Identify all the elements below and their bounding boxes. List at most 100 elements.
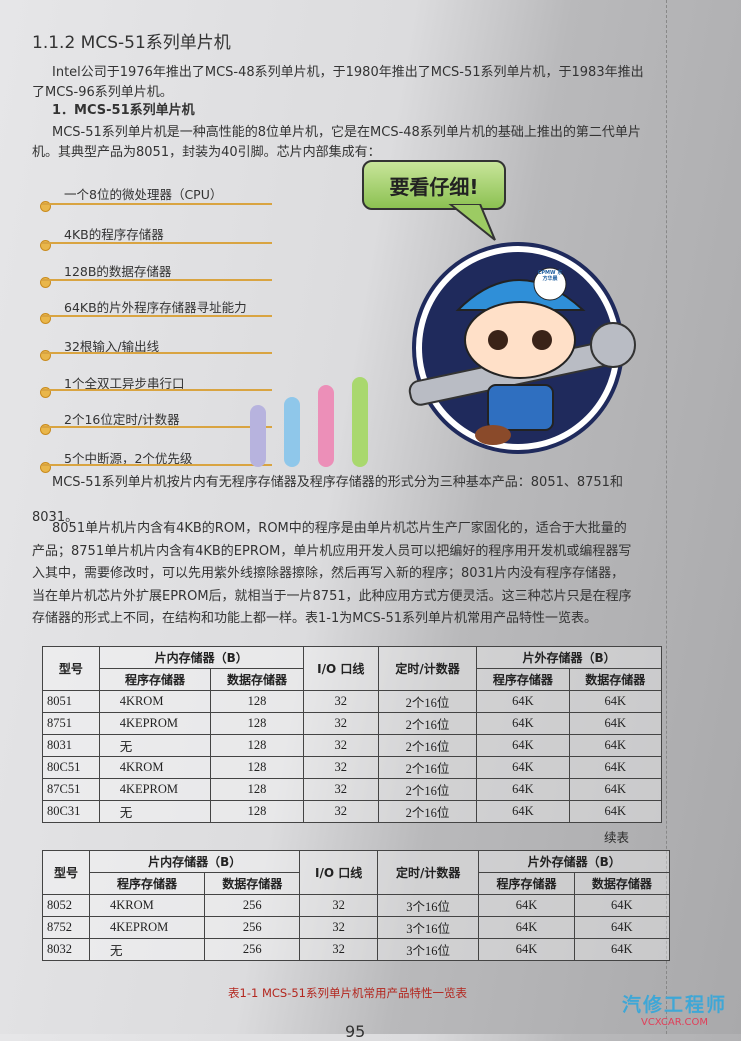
table-cell: 128 (210, 756, 304, 779)
product-table-1: 型号 片内存储器（B） I/O 口线 定时/计数器 片外存储器（B） 程序存储器… (42, 646, 663, 823)
underline (42, 279, 272, 281)
table-cell: 2个16位 (377, 800, 478, 823)
table-row: 80C31 无 128 32 2个16位 64K 64K (42, 800, 663, 823)
table-cell: 4KROM (98, 690, 212, 713)
table-cell: 32 (302, 756, 379, 779)
table-cell: 3个16位 (376, 894, 480, 917)
table-cell: 128 (210, 734, 304, 757)
table-cell: 2个16位 (377, 690, 478, 713)
helmet-badge (533, 267, 567, 301)
header-model: 型号 (42, 646, 100, 691)
bullet-icon (40, 313, 51, 324)
intro-line-2: 了MCS-96系列单片机。 (32, 85, 173, 100)
underline (42, 242, 272, 244)
table-cell: 64K (476, 690, 570, 713)
bullet-icon (40, 387, 51, 398)
header-timer: 定时/计数器 (376, 850, 480, 895)
header-io: I/O 口线 (299, 850, 378, 895)
para3-line-3: 入其中，需要修改时，可以先用紫外线擦除器擦除，然后再写入新的程序；8031片内没… (32, 566, 625, 581)
table-cell: 32 (302, 690, 379, 713)
table-cell: 64K (573, 894, 671, 917)
header-onchip: 片内存储器（B） (88, 850, 301, 873)
table-cell: 64K (476, 712, 570, 735)
feature-item: 32根输入/输出线 (64, 339, 160, 354)
para3-line-1: 8051单片机片内含有4KB的ROM，ROM中的程序是由单片机芯片生产厂家固化的… (52, 521, 627, 536)
header-program: 程序存储器 (88, 872, 206, 895)
table-cell: 80C31 (42, 800, 100, 823)
table-cell: 4KEPROM (98, 778, 212, 801)
header-offchip: 片外存储器（B） (478, 850, 670, 873)
table-cell: 2个16位 (377, 734, 478, 757)
header-off-data: 数据存储器 (573, 872, 671, 895)
underline (42, 203, 272, 205)
bullet-icon (40, 350, 51, 361)
subsection-title: 1．MCS-51系列单片机 (52, 103, 195, 118)
bullet-icon (40, 277, 51, 288)
table-cell: 32 (302, 712, 379, 735)
table-row: 8032 无 256 32 3个16位 64K 64K (42, 938, 671, 961)
table-cell: 128 (210, 800, 304, 823)
bullet-icon (40, 424, 51, 435)
watermark-url: VCXCAR.COM (640, 1017, 709, 1028)
continued-label: 续表 (604, 830, 630, 845)
underline (42, 464, 272, 466)
table-cell: 4KEPROM (98, 712, 212, 735)
header-off-data: 数据存储器 (568, 668, 663, 691)
table-cell: 64K (568, 734, 663, 757)
bullet-icon (40, 462, 51, 473)
table-cell: 64K (573, 938, 671, 961)
table-cell: 8752 (42, 916, 90, 939)
table-row: 8031 无 128 32 2个16位 64K 64K (42, 734, 663, 757)
table-cell: 64K (478, 894, 575, 917)
table-cell: 32 (302, 778, 379, 801)
cylinder-bars-illustration (250, 377, 368, 467)
table-cell: 无 (98, 734, 212, 757)
table-cell: 2个16位 (377, 778, 478, 801)
table-cell: 8051 (42, 690, 100, 713)
helmet-badge-text: CPMW 东方华晨 (537, 270, 563, 282)
table-cell: 64K (568, 712, 663, 735)
page-fold (666, 0, 667, 1034)
table-row: 8752 4KEPROM 256 32 3个16位 64K 64K (42, 916, 671, 939)
table-caption: 表1-1 MCS-51系列单片机常用产品特性一览表 (228, 986, 467, 1000)
intro-line-1: Intel公司于1976年推出了MCS-48系列单片机，于1980年推出了MCS… (52, 65, 644, 80)
table-row: 8751 4KEPROM 128 32 2个16位 64K 64K (42, 712, 663, 735)
helmet-icon (455, 279, 586, 311)
header-program: 程序存储器 (98, 668, 212, 691)
table-row: 8052 4KROM 256 32 3个16位 64K 64K (42, 894, 671, 917)
table-cell: 32 (302, 800, 379, 823)
header-onchip: 片内存储器（B） (98, 646, 304, 669)
table-cell: 8751 (42, 712, 100, 735)
cylinder-purple (250, 405, 266, 467)
table-cell: 64K (478, 938, 575, 961)
cylinder-green (352, 377, 368, 467)
header-io: I/O 口线 (302, 646, 379, 691)
para3-line-5: 存储器的形式上不同，在结构和功能上都一样。表1-1为MCS-51系列单片机常用产… (32, 611, 598, 626)
table-cell: 64K (478, 916, 575, 939)
cylinder-pink (318, 385, 334, 467)
table-cell: 无 (98, 800, 212, 823)
table-cell: 64K (568, 756, 663, 779)
table-cell: 无 (88, 938, 206, 961)
header-offchip: 片外存储器（B） (476, 646, 662, 669)
page-number: 95 (345, 1022, 366, 1041)
feature-item: 5个中断源，2个优先级 (64, 451, 193, 466)
feature-item: 1个全双工异步串行口 (64, 376, 185, 391)
underline (42, 426, 272, 428)
para1-line-1: MCS-51系列单片机是一种高性能的8位单片机，它是在MCS-48系列单片机的基… (52, 125, 641, 140)
para2-line-1: MCS-51系列单片机按片内有无程序存储器及程序存储器的形式分为三种基本产品：8… (52, 475, 623, 490)
table-cell: 64K (476, 734, 570, 757)
table-cell: 3个16位 (376, 938, 480, 961)
header-model: 型号 (42, 850, 90, 895)
table-cell: 3个16位 (376, 916, 480, 939)
engineer-mascot-illustration (408, 242, 636, 454)
table-cell: 128 (210, 690, 304, 713)
table-cell: 256 (204, 894, 301, 917)
table-cell: 64K (573, 916, 671, 939)
table-cell: 2个16位 (377, 756, 478, 779)
para3-line-2: 产品；8751单片机片内含有4KB的EPROM，单片机应用开发人员可以把编好的程… (32, 544, 632, 559)
underline (42, 315, 272, 317)
feature-item: 128B的数据存储器 (64, 264, 172, 279)
table-cell: 32 (299, 938, 378, 961)
header-data: 数据存储器 (204, 872, 301, 895)
